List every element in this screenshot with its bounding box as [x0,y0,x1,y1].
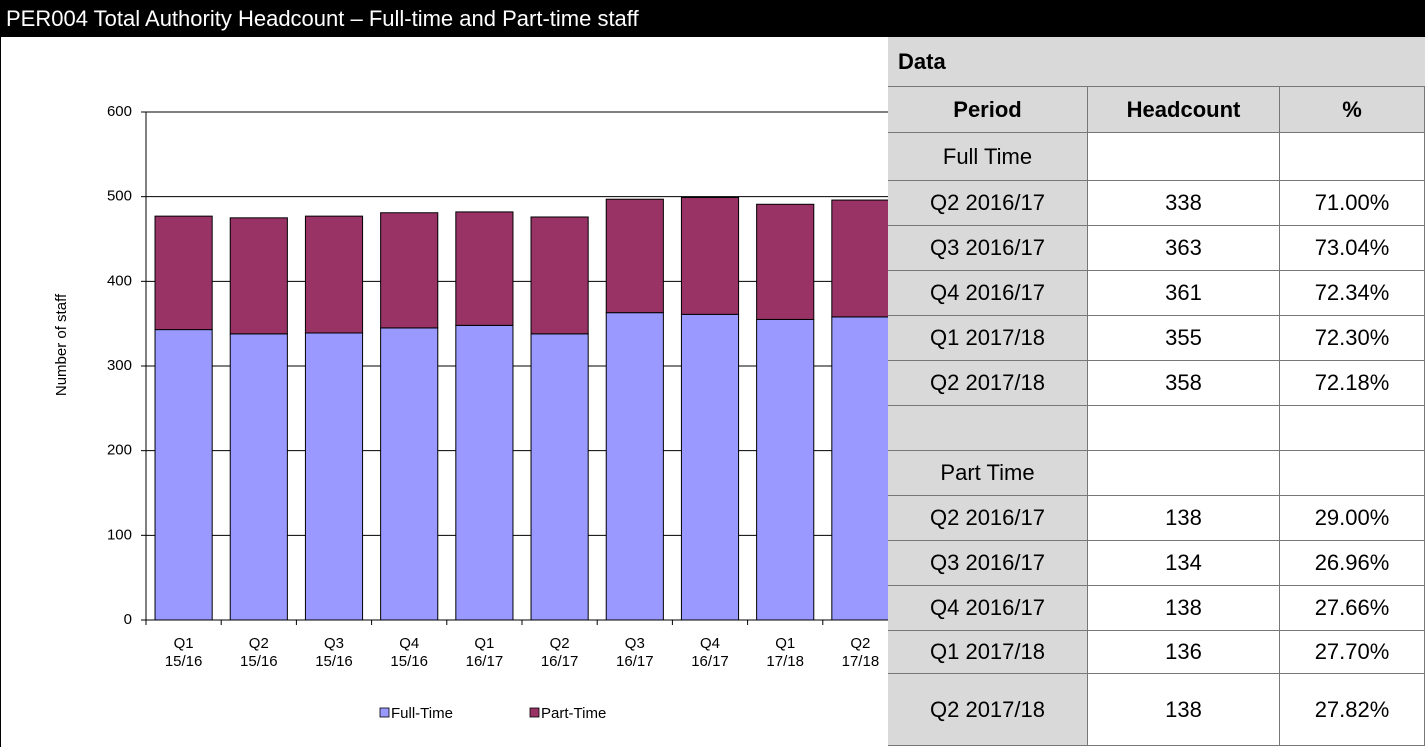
value-cell: 358 [1088,361,1280,406]
y-axis-label: Number of staff [53,293,70,396]
x-tick-label: Q2 15/16 [240,635,278,670]
legend-swatch [379,707,390,718]
period-cell: Q3 2016/17 [888,226,1088,271]
y-tick-label: 200 [107,442,132,459]
legend-swatch [529,707,540,718]
bar-segment [154,329,213,621]
y-tick-label: 500 [107,188,132,205]
bar-segment [530,333,589,621]
value-cell: 73.04% [1280,226,1425,271]
x-tick-label: Q3 16/17 [616,635,654,670]
bar-segment [455,211,514,326]
frame [0,37,1425,747]
bar-segment [605,198,664,314]
column-header: Headcount [1088,87,1280,133]
y-tick-label: 300 [107,357,132,374]
value-cell: 138 [1088,586,1280,631]
value-cell: 27.66% [1280,586,1425,631]
value-cell: 27.70% [1280,631,1425,674]
x-tick-label: Q2 17/18 [842,635,880,670]
value-cell: 29.00% [1280,496,1425,541]
x-tick-label: Q1 16/17 [466,635,504,670]
period-cell: Q2 2016/17 [888,181,1088,226]
legend-label: Part-Time [541,705,606,722]
value-cell: 138 [1088,674,1280,746]
x-tick-label: Q2 16/17 [541,635,579,670]
period-cell: Q2 2017/18 [888,361,1088,406]
value-cell: 338 [1088,181,1280,226]
bar-segment [304,215,364,334]
bar-segment [229,217,288,335]
value-cell [1280,406,1425,451]
value-cell [1088,406,1280,451]
value-cell: 134 [1088,541,1280,586]
period-cell: Q1 2017/18 [888,316,1088,361]
period-cell [888,406,1088,451]
x-tick-label: Q1 15/16 [165,635,203,670]
y-tick-label: 400 [107,272,132,289]
value-cell: 355 [1088,316,1280,361]
bar-segment [831,199,890,318]
column-header: % [1280,87,1425,133]
y-tick-label: 0 [124,611,132,628]
bar-segment [229,333,288,621]
value-cell: 72.30% [1280,316,1425,361]
period-cell: Q3 2016/17 [888,541,1088,586]
period-cell: Part Time [888,451,1088,496]
value-cell: 136 [1088,631,1280,674]
x-tick-label: Q1 17/18 [766,635,804,670]
bar-segment [530,216,589,335]
period-cell: Q2 2016/17 [888,496,1088,541]
value-cell: 26.96% [1280,541,1425,586]
value-cell: 138 [1088,496,1280,541]
page-title: PER004 Total Authority Headcount – Full-… [0,0,1425,37]
table-title: Data [888,37,1425,87]
bar-segment [154,215,213,331]
value-cell: 27.82% [1280,674,1425,746]
bar-segment [680,197,740,315]
value-cell: 71.00% [1280,181,1425,226]
period-cell: Q4 2016/17 [888,586,1088,631]
x-tick-label: Q4 16/17 [691,635,729,670]
value-cell [1088,133,1280,181]
bar-segment [756,318,815,621]
period-cell: Q4 2016/17 [888,271,1088,316]
column-header: Period [888,87,1088,133]
bar-segment [455,324,514,621]
value-cell: 72.18% [1280,361,1425,406]
bar-segment [680,313,740,621]
legend-label: Full-Time [391,705,453,722]
period-cell: Full Time [888,133,1088,181]
value-cell: 361 [1088,271,1280,316]
period-cell: Q1 2017/18 [888,631,1088,674]
x-tick-label: Q3 15/16 [315,635,353,670]
value-cell: 72.34% [1280,271,1425,316]
bar-segment [380,327,439,621]
value-cell [1280,451,1425,496]
value-cell: 363 [1088,226,1280,271]
bar-segment [304,332,364,621]
y-tick-label: 100 [107,526,132,543]
value-cell [1088,451,1280,496]
x-tick-label: Q4 15/16 [390,635,428,670]
bar-segment [605,312,664,621]
value-cell [1280,133,1425,181]
period-cell: Q2 2017/18 [888,674,1088,746]
bar-segment [756,203,815,320]
bar-segment [380,212,439,329]
bar-segment [831,316,890,621]
y-tick-label: 600 [107,103,132,120]
data-table: Data Period Headcount% Full Time Q2 2016/17 3… [888,37,1425,747]
